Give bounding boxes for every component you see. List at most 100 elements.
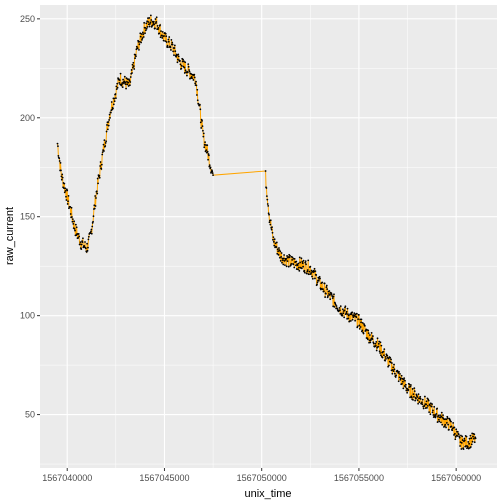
data-point: [190, 73, 193, 75]
data-point: [314, 277, 316, 280]
data-point: [112, 103, 115, 106]
data-point: [350, 320, 352, 322]
data-point: [79, 243, 81, 246]
data-point: [272, 236, 275, 239]
data-point: [131, 72, 133, 74]
data-point: [466, 446, 469, 448]
data-point: [444, 423, 447, 426]
data-point: [179, 63, 182, 66]
data-point: [132, 66, 134, 69]
data-point: [281, 261, 283, 264]
x-tick-label: 1567050000: [237, 473, 287, 483]
data-point: [99, 161, 102, 163]
data-point: [96, 177, 99, 180]
data-point: [211, 172, 214, 174]
data-point: [199, 108, 202, 111]
data-point: [113, 100, 116, 103]
data-point: [352, 316, 355, 319]
data-point: [165, 35, 168, 38]
data-point: [180, 67, 183, 70]
data-point: [74, 229, 76, 232]
data-point: [101, 151, 104, 153]
data-point: [367, 329, 370, 332]
data-point: [391, 372, 394, 375]
data-point: [473, 433, 476, 436]
data-point: [377, 345, 380, 348]
data-point: [78, 235, 81, 238]
data-point: [306, 272, 308, 275]
data-point: [347, 313, 349, 316]
data-point: [461, 439, 464, 441]
data-point: [311, 277, 314, 280]
data-point: [436, 421, 439, 423]
data-point: [177, 53, 180, 56]
data-point: [287, 265, 290, 268]
data-point: [351, 318, 354, 321]
data-point: [279, 260, 282, 262]
data-point: [164, 40, 167, 43]
data-point: [374, 345, 377, 347]
data-point: [446, 417, 449, 419]
data-point: [310, 272, 313, 274]
data-point: [400, 374, 403, 377]
data-point: [405, 389, 408, 392]
data-point: [358, 313, 360, 316]
data-point: [187, 63, 190, 66]
data-point: [156, 24, 159, 27]
data-point: [293, 258, 296, 260]
data-point: [107, 124, 110, 127]
data-point: [305, 263, 307, 266]
data-point: [177, 55, 180, 58]
data-point: [114, 93, 117, 95]
data-point: [269, 219, 272, 222]
data-point: [202, 132, 205, 135]
data-point: [97, 182, 99, 185]
data-point: [65, 195, 67, 198]
data-point: [417, 402, 420, 405]
data-point: [75, 226, 78, 229]
data-point: [174, 50, 177, 53]
data-point: [266, 198, 269, 201]
data-point: [81, 241, 84, 244]
data-point: [445, 426, 447, 429]
data-point: [94, 195, 97, 197]
data-point: [412, 393, 415, 395]
data-point: [148, 17, 151, 19]
data-point: [205, 149, 208, 152]
data-point: [359, 318, 362, 321]
data-point: [433, 405, 436, 408]
data-point: [142, 36, 145, 38]
data-point: [451, 429, 454, 432]
data-point: [440, 411, 443, 414]
data-point: [143, 21, 146, 24]
data-point: [134, 57, 136, 60]
data-point: [69, 213, 72, 215]
data-point: [445, 418, 448, 421]
data-point: [175, 55, 178, 58]
data-point: [149, 21, 152, 24]
data-point: [159, 24, 162, 26]
data-point: [133, 68, 136, 70]
data-point: [179, 59, 181, 62]
data-point: [82, 237, 84, 240]
data-point: [298, 266, 300, 269]
data-point: [350, 313, 353, 316]
data-point: [343, 316, 346, 319]
data-point: [403, 377, 406, 380]
data-point: [371, 338, 374, 340]
data-point: [331, 297, 334, 300]
data-point: [90, 228, 93, 231]
data-point: [96, 192, 99, 195]
data-point: [69, 205, 72, 208]
data-point: [298, 269, 301, 272]
data-point: [283, 259, 286, 262]
data-point: [333, 305, 336, 308]
data-point: [153, 23, 156, 26]
data-point: [345, 310, 348, 313]
data-point: [187, 65, 190, 68]
data-point: [463, 437, 466, 440]
data-point: [163, 35, 165, 37]
data-point: [316, 281, 319, 284]
data-point: [105, 140, 108, 143]
data-point: [395, 374, 398, 377]
